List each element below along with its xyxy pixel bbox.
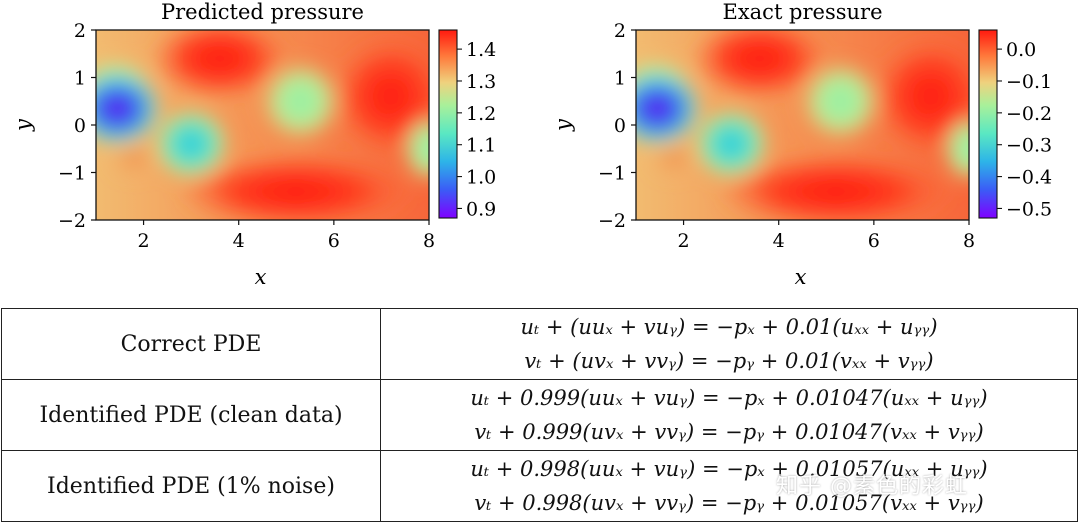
x-tick-label: 6 <box>868 230 880 252</box>
table-row: Correct PDE uₜ + (uuₓ + vuᵧ) = −pₓ + 0.0… <box>1 308 1078 380</box>
minimum-pressure-region <box>96 68 164 149</box>
watermark: 知乎 @素色的彩虹 <box>776 474 968 499</box>
colorbar-tick-label: −0.5 <box>1006 198 1052 220</box>
low-pressure-region <box>693 108 770 180</box>
colorbar-tick-label: 0.9 <box>466 198 496 220</box>
pde-table: Correct PDE uₜ + (uuₓ + vuᵧ) = −pₓ + 0.0… <box>1 308 1078 522</box>
x-tick-label: 2 <box>678 230 690 252</box>
colorbar <box>978 29 998 219</box>
equation-cell: uₜ + (uuₓ + vuᵧ) = −pₓ + 0.01(uₓₓ + uᵧᵧ)… <box>380 308 1078 380</box>
y-tick-label: 0 <box>74 115 86 137</box>
x-tick-label: 4 <box>233 230 245 252</box>
row-label: Identified PDE (clean data) <box>1 379 381 451</box>
equation-cell: uₜ + 0.998(uuₓ + vuᵧ) = −pₓ + 0.01057(uₓ… <box>380 450 1078 522</box>
colorbar-tick-label: −0.4 <box>1006 167 1052 189</box>
x-axis-label: x <box>255 265 267 289</box>
equation-v: vₜ + (uvₓ + vvᵧ) = −pᵧ + 0.01(vₓₓ + vᵧᵧ) <box>524 349 934 373</box>
colorbar-tick-label: 1.3 <box>466 71 496 93</box>
pressure-figure: 2 4 6 8 2 1 0 −1 −2 Predicted pressure x y 1.4 1.3 1.2… <box>11 0 1052 289</box>
y-tick-label: 1 <box>614 68 626 90</box>
y-tick-label: 1 <box>74 68 86 90</box>
colorbar-tick-label: 1.1 <box>466 135 496 157</box>
heatmap-panel: 2 4 6 8 2 1 0 −1 −2 Predicted pressure x y 1.4 1.3 1.2… <box>11 0 496 289</box>
high-pressure-region <box>689 30 830 101</box>
row-label: Identified PDE (1% noise) <box>1 450 381 522</box>
pressure-field <box>96 30 429 220</box>
colorbar-tick-label: −0.3 <box>1006 135 1052 157</box>
equation-u: uₜ + 0.999(uuₓ + vuᵧ) = −pₓ + 0.01047(uₓ… <box>470 386 988 410</box>
panel-title: Exact pressure <box>722 0 882 24</box>
equation-cell: uₜ + 0.999(uuₓ + vuᵧ) = −pₓ + 0.01047(uₓ… <box>380 379 1078 451</box>
y-axis-label: y <box>551 118 575 132</box>
y-tick-label: 2 <box>74 20 86 42</box>
x-axis-label: x <box>795 265 807 289</box>
high-pressure-region <box>175 153 416 220</box>
colorbar-tick-label: 0.0 <box>1006 39 1036 61</box>
colorbar <box>438 29 458 219</box>
high-pressure-region <box>149 30 290 101</box>
y-tick-label: −2 <box>598 210 626 232</box>
y-tick-label: −1 <box>58 163 86 185</box>
low-pressure-region <box>401 112 429 185</box>
heatmap-panel: 2 4 6 8 2 1 0 −1 −2 Exact pressure x y 0.0 −0.1 −0.2 −0… <box>551 0 1052 289</box>
x-tick-label: 6 <box>328 230 340 252</box>
equation-u: uₜ + 0.998(uuₓ + vuᵧ) = −pₓ + 0.01057(uₓ… <box>470 457 988 481</box>
table-row: Identified PDE (1% noise) uₜ + 0.998(uuₓ… <box>1 450 1078 522</box>
x-tick-label: 4 <box>773 230 785 252</box>
panel-title: Predicted pressure <box>161 0 364 24</box>
x-tick-label: 8 <box>963 230 975 252</box>
colorbar-tick-label: 1.0 <box>466 167 496 189</box>
y-tick-label: 2 <box>614 20 626 42</box>
y-tick-label: −1 <box>598 163 626 185</box>
y-tick-label: −2 <box>58 210 86 232</box>
pressure-field <box>636 30 969 220</box>
y-tick-label: 0 <box>614 115 626 137</box>
high-pressure-region <box>870 36 969 157</box>
equation-u: uₜ + (uuₓ + vuᵧ) = −pₓ + 0.01(uₓₓ + uᵧᵧ) <box>520 315 938 339</box>
table-row: Identified PDE (clean data) uₜ + 0.999(u… <box>1 379 1078 451</box>
colorbar-tick-label: 1.4 <box>466 39 496 61</box>
row-label: Correct PDE <box>1 308 381 380</box>
pressure-region <box>648 138 701 179</box>
low-pressure-region <box>258 59 343 144</box>
colorbar-tick-label: −0.2 <box>1006 103 1052 125</box>
colorbar-tick-label: −0.1 <box>1006 71 1052 93</box>
equation-v: vₜ + 0.999(uvₓ + vvᵧ) = −pᵧ + 0.01047(vₓ… <box>474 420 984 444</box>
colorbar-tick-label: 1.2 <box>466 103 496 125</box>
minimum-pressure-region <box>636 68 704 149</box>
low-pressure-region <box>941 112 969 185</box>
x-tick-label: 8 <box>423 230 435 252</box>
y-axis-label: y <box>11 118 35 132</box>
high-pressure-region <box>330 36 429 157</box>
high-pressure-region <box>715 153 956 220</box>
pressure-region <box>108 138 161 179</box>
low-pressure-region <box>798 59 883 144</box>
x-tick-label: 2 <box>138 230 150 252</box>
equation-v: vₜ + 0.998(uvₓ + vvᵧ) = −pᵧ + 0.01057(vₓ… <box>474 491 984 515</box>
low-pressure-region <box>153 108 230 180</box>
